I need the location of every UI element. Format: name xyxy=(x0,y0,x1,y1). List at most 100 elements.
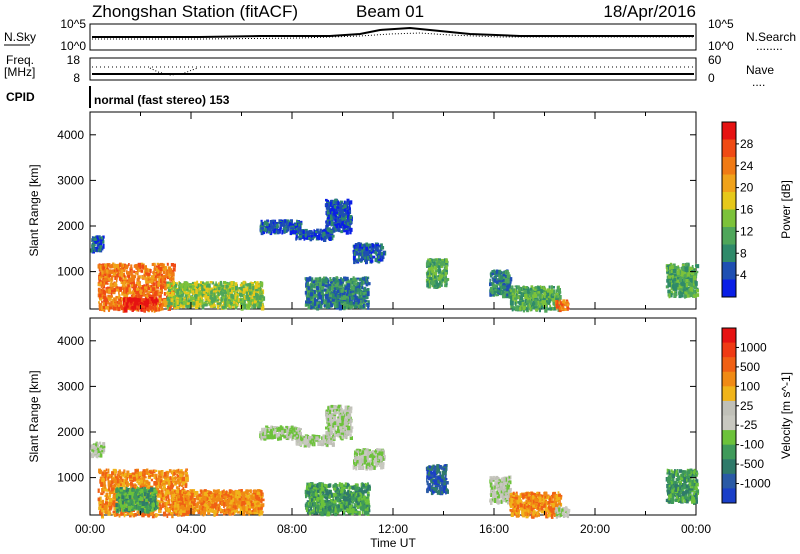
data-cell xyxy=(191,281,196,285)
data-cell xyxy=(226,288,230,292)
data-cell xyxy=(526,289,530,292)
data-cell xyxy=(123,293,126,298)
data-cell xyxy=(680,272,684,278)
data-cell xyxy=(205,281,209,284)
data-cell xyxy=(504,269,507,275)
data-cell xyxy=(176,296,180,300)
data-cell xyxy=(197,296,200,301)
data-cell xyxy=(360,249,364,252)
data-cell xyxy=(329,277,332,282)
data-cell xyxy=(159,267,163,271)
data-cell xyxy=(184,300,189,303)
data-cell xyxy=(302,235,306,239)
data-cell xyxy=(376,246,379,251)
data-cell xyxy=(333,296,337,300)
data-cell xyxy=(145,267,148,273)
data-cell xyxy=(110,301,113,306)
data-cell xyxy=(153,263,156,269)
data-cell xyxy=(541,298,544,304)
data-cell xyxy=(144,265,147,268)
data-cell xyxy=(159,303,162,308)
data-cell xyxy=(506,293,508,297)
data-cell xyxy=(189,304,192,309)
data-cell xyxy=(149,277,152,281)
data-cell xyxy=(693,272,696,277)
data-cell xyxy=(327,299,330,303)
data-cell xyxy=(149,304,152,307)
data-cell xyxy=(135,272,138,275)
data-cell xyxy=(538,288,541,292)
data-cell xyxy=(136,291,140,297)
data-cell xyxy=(123,263,126,268)
data-cell xyxy=(102,306,105,309)
data-cell xyxy=(667,289,671,294)
data-cell xyxy=(169,287,172,290)
data-cell xyxy=(123,289,126,294)
data-cell xyxy=(291,224,294,227)
data-cell xyxy=(226,290,229,295)
data-cell xyxy=(154,299,157,302)
data-cell xyxy=(322,299,325,303)
data-cell xyxy=(425,278,428,283)
data-cell xyxy=(683,278,686,282)
data-cell xyxy=(172,295,176,299)
data-cell xyxy=(232,304,235,309)
data-cell xyxy=(670,285,673,290)
data-cell xyxy=(489,292,493,297)
data-cell xyxy=(691,275,693,279)
data-cell xyxy=(226,282,229,287)
data-cell xyxy=(357,248,362,252)
data-cell xyxy=(328,236,332,241)
data-cell xyxy=(91,238,95,241)
data-cell xyxy=(546,300,548,304)
data-cell xyxy=(170,291,175,297)
data-cell xyxy=(381,254,384,257)
data-cell xyxy=(349,291,352,294)
data-cell xyxy=(243,284,246,288)
data-cell xyxy=(148,298,152,302)
data-cell xyxy=(167,285,170,290)
data-cell xyxy=(363,247,365,250)
data-cell xyxy=(377,257,381,261)
data-cell xyxy=(170,302,173,306)
data-cell xyxy=(222,284,225,288)
data-cell xyxy=(499,279,502,283)
data-cell xyxy=(207,290,211,296)
data-cell xyxy=(107,282,109,285)
data-patch xyxy=(304,276,371,311)
data-cell xyxy=(269,221,273,227)
data-cell xyxy=(136,303,139,307)
data-cell xyxy=(118,268,122,272)
data-cell xyxy=(537,301,540,305)
data-cell xyxy=(179,297,182,303)
data-cell xyxy=(364,249,367,254)
data-cell xyxy=(427,262,430,266)
data-cell xyxy=(163,298,167,304)
data-cell xyxy=(667,282,671,288)
data-cell xyxy=(136,282,140,286)
data-cell xyxy=(138,267,141,272)
data-cell xyxy=(199,290,202,294)
data-cell xyxy=(160,281,164,286)
data-cell xyxy=(216,285,220,289)
data-cell xyxy=(291,223,294,226)
colorbar-segment xyxy=(722,192,736,210)
data-cell xyxy=(146,288,149,293)
data-cell xyxy=(310,284,314,288)
data-cell xyxy=(235,301,238,306)
data-cell xyxy=(689,268,694,272)
data-cell xyxy=(349,282,352,286)
data-cell xyxy=(208,289,211,292)
data-cell xyxy=(98,279,102,284)
data-cell xyxy=(365,242,369,246)
data-cell xyxy=(691,282,693,288)
data-cell xyxy=(235,292,237,296)
data-cell xyxy=(130,282,134,287)
data-cell xyxy=(194,293,198,296)
data-cell xyxy=(684,267,688,272)
data-cell xyxy=(525,307,528,311)
data-cell xyxy=(527,297,529,301)
data-cell xyxy=(556,286,560,291)
data-cell xyxy=(176,282,178,286)
data-cell xyxy=(507,274,510,279)
